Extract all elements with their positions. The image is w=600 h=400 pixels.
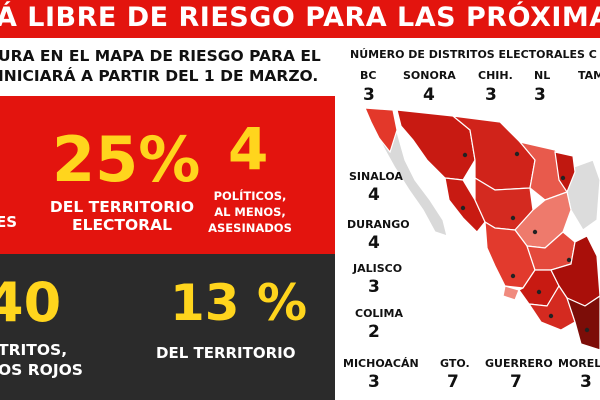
state-label-bc: BC xyxy=(360,69,377,82)
state-count-chih: 3 xyxy=(485,85,497,105)
headline: Á LIBRE DE RIESGO PARA LAS PRÓXIMA xyxy=(0,2,600,33)
stat-label-territory: DEL TERRITORIO ELECTORAL xyxy=(49,198,195,234)
stat-label-1: ES xyxy=(0,213,18,231)
district-dot xyxy=(510,273,516,279)
stat-value-territory: 25% xyxy=(52,123,201,196)
state-label-sonora: SONORA xyxy=(403,69,456,82)
state-label-colima: COLIMA xyxy=(355,307,403,320)
state-count-nl: 3 xyxy=(534,85,546,105)
sinaloa-region xyxy=(444,177,486,233)
header-banner: Á LIBRE DE RIESGO PARA LAS PRÓXIMA xyxy=(0,0,600,38)
state-label-tam: TAM xyxy=(578,69,600,82)
state-label-michoacan: MICHOACÁN xyxy=(343,357,419,370)
state-count-colima: 2 xyxy=(368,322,380,342)
district-dot xyxy=(560,175,566,181)
district-dot xyxy=(532,229,538,235)
oaxaca-region xyxy=(566,295,600,351)
mexico-risk-map xyxy=(363,107,600,351)
state-count-michoacan: 3 xyxy=(368,372,380,392)
state-label-sinaloa: SINALOA xyxy=(349,170,403,183)
state-label-durango: DURANGO xyxy=(347,218,410,231)
district-dot xyxy=(548,313,554,319)
map-title: NÚMERO DE DISTRITOS ELECTORALES C xyxy=(350,48,597,61)
colima-region xyxy=(502,285,520,301)
district-dot xyxy=(514,151,520,157)
state-label-chih: CHIH. xyxy=(478,69,513,82)
state-count-morelos: 3 xyxy=(580,372,592,392)
subtitle-line-1: URA EN EL MAPA DE RIESGO PARA EL xyxy=(0,47,321,65)
state-count-gto: 7 xyxy=(447,372,459,392)
subtitle: URA EN EL MAPA DE RIESGO PARA EL INICIAR… xyxy=(0,46,330,86)
district-dot xyxy=(536,289,542,295)
district-dot xyxy=(584,327,590,333)
stat-label-districts: TRITOS, OS ROJOS xyxy=(0,341,83,379)
stat-value-districts: 40 xyxy=(0,271,62,334)
state-label-jalisco: JALISCO xyxy=(353,262,403,275)
district-dot xyxy=(510,215,516,221)
nuevo-leon-region xyxy=(554,151,576,194)
state-count-jalisco: 3 xyxy=(368,277,380,297)
stats-panel-red: ES 25% DEL TERRITORIO ELECTORAL 4 POLÍTI… xyxy=(0,96,335,254)
state-count-durango: 4 xyxy=(368,233,380,253)
stat-label-red-territory: DEL TERRITORIO xyxy=(156,344,296,362)
district-dot xyxy=(460,205,466,211)
state-label-nl: NL xyxy=(534,69,551,82)
stat-value-red-territory: 13 % xyxy=(170,274,308,332)
state-count-sonora: 4 xyxy=(423,85,435,105)
baja-california-region xyxy=(364,107,398,154)
state-count-sinaloa: 4 xyxy=(368,185,380,205)
stat-label-politicians: POLÍTICOS, AL MENOS, ASESINADOS xyxy=(208,189,292,235)
subtitle-line-2: INICIARÁ A PARTIR DEL 1 DE MARZO. xyxy=(0,67,319,85)
state-label-gto: GTO. xyxy=(440,357,470,370)
state-label-morelos: MORELO xyxy=(558,357,600,370)
stat-value-politicians: 4 xyxy=(228,115,269,183)
state-label-guerrero: GUERRERO xyxy=(485,357,553,370)
district-dot xyxy=(566,257,572,263)
district-dot xyxy=(462,152,468,158)
state-count-bc: 3 xyxy=(363,85,375,105)
state-count-guerrero: 7 xyxy=(510,372,522,392)
district-dots xyxy=(460,151,590,333)
stats-panel-dark: 40 TRITOS, OS ROJOS 13 % DEL TERRITORIO xyxy=(0,254,335,400)
